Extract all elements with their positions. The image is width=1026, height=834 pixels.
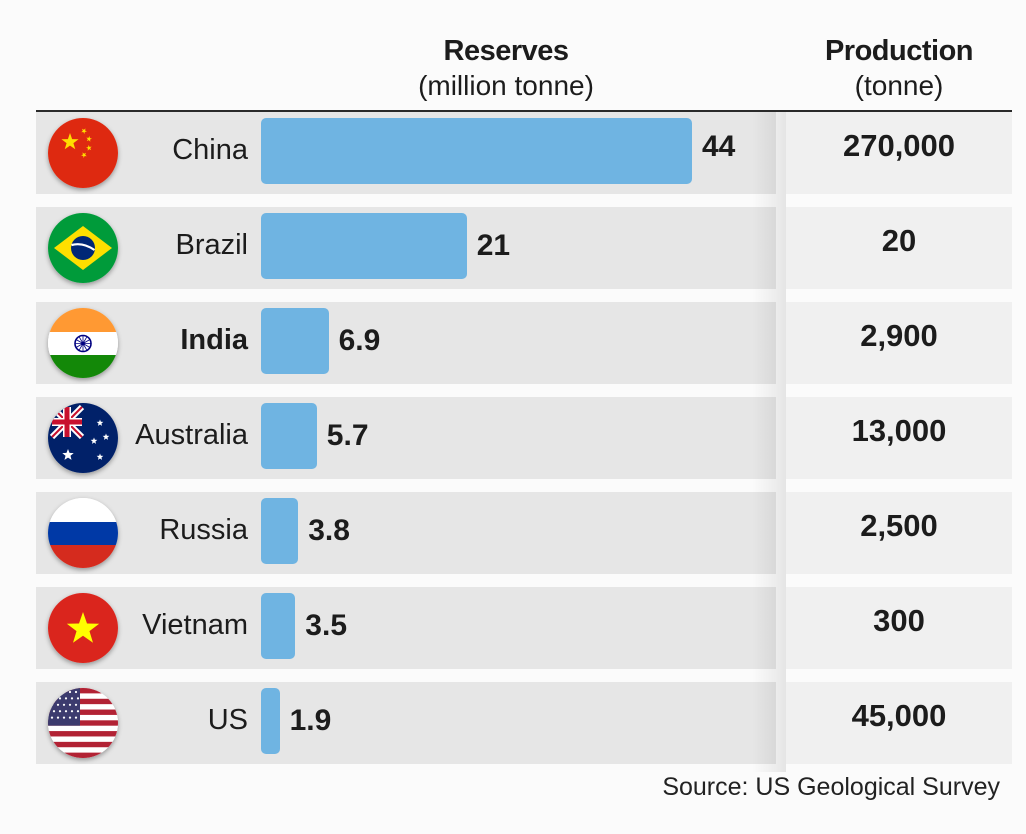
row-production-background <box>786 492 1012 574</box>
brazil-flag-icon <box>48 213 118 283</box>
reserves-title: Reserves <box>443 35 570 67</box>
row-production-background <box>786 112 1012 194</box>
reserves-bar <box>261 498 299 564</box>
production-value: 2,500 <box>860 508 938 543</box>
table-row: India 6.9 2,900 <box>36 302 1012 384</box>
table-row: Vietnam 3.5 300 <box>36 587 1012 669</box>
country-label: Russia <box>159 514 248 546</box>
row-production-background <box>786 207 1012 289</box>
reserves-bar <box>261 118 692 184</box>
russia-flag-icon <box>48 498 118 568</box>
country-label: Australia <box>135 419 248 451</box>
row-production-background <box>786 302 1012 384</box>
column-divider-shadow <box>752 112 786 772</box>
production-unit: (tonne) <box>854 69 944 101</box>
us-flag-icon <box>48 688 118 758</box>
australia-flag-icon <box>48 403 118 473</box>
country-label: US <box>207 704 248 736</box>
production-title: Production <box>824 35 974 67</box>
reserves-value-label: 3.5 <box>305 609 348 642</box>
reserves-bar <box>261 213 467 279</box>
row-production-background <box>786 587 1012 669</box>
vietnam-flag-icon <box>48 593 118 663</box>
production-header: Production (tonne) <box>786 34 1012 102</box>
row-production-background <box>786 682 1012 764</box>
production-value: 300 <box>873 603 925 638</box>
country-label: India <box>180 324 248 356</box>
row-background <box>36 682 776 764</box>
reserves-value-label: 21 <box>476 229 511 262</box>
reserves-bar <box>261 593 296 659</box>
table-row: China 44 270,000 <box>36 112 1012 194</box>
row-production-background <box>786 397 1012 479</box>
china-flag-icon <box>48 118 118 188</box>
reserves-bar <box>261 688 280 754</box>
table-row: Australia 5.7 13,000 <box>36 397 1012 479</box>
production-value: 20 <box>881 223 917 258</box>
production-value: 13,000 <box>851 413 947 448</box>
reserves-value-label: 1.9 <box>289 704 332 737</box>
country-label: Brazil <box>175 229 248 261</box>
row-background <box>36 397 776 479</box>
reserves-value-label: 44 <box>702 130 736 163</box>
reserves-bar <box>261 403 317 469</box>
table-row: US 1.9 45,000 <box>36 682 1012 764</box>
india-flag-icon <box>48 308 118 378</box>
production-value: 270,000 <box>842 128 956 163</box>
production-value: 2,900 <box>860 318 938 353</box>
table-row: Brazil 21 20 <box>36 207 1012 289</box>
country-label: China <box>172 134 248 166</box>
production-value: 45,000 <box>851 698 947 733</box>
source-note: Source: US Geological Survey <box>662 773 1000 801</box>
row-background <box>36 492 776 574</box>
reserves-value-label: 3.8 <box>308 514 350 547</box>
header-rule <box>36 110 1012 112</box>
reserves-value-label: 6.9 <box>338 324 381 357</box>
row-background <box>36 302 776 384</box>
table-row: Russia 3.8 2,500 <box>36 492 1012 574</box>
reserves-header: Reserves (million tonne) <box>356 34 656 102</box>
country-label: Vietnam <box>142 609 248 641</box>
reserves-bar <box>261 308 329 374</box>
reserves-unit: (million tonne) <box>418 69 594 101</box>
row-background <box>36 587 776 669</box>
reserves-value-label: 5.7 <box>326 419 369 452</box>
